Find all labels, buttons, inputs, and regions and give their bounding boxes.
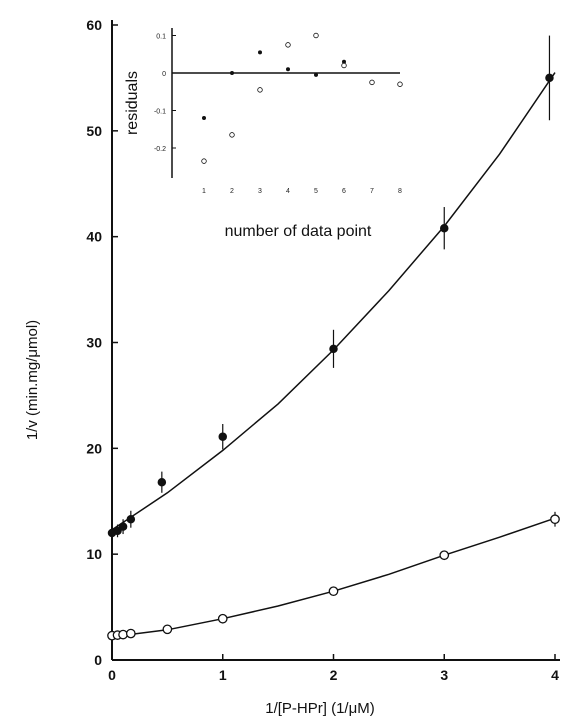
y-tick-label-6: 60 bbox=[86, 17, 102, 33]
data-point-series-1-7 bbox=[329, 344, 338, 354]
inset-x-axis-label: number of data point bbox=[225, 223, 372, 240]
residual-point-series-1-5 bbox=[313, 72, 318, 77]
residual-point-series-2-2 bbox=[229, 132, 235, 138]
inset-x-tick-label-0: 1 bbox=[202, 188, 206, 195]
x-tick-label-1: 1 bbox=[219, 667, 227, 683]
inset-x-tick-label-1: 2 bbox=[230, 188, 234, 195]
residual-point-series-2-6 bbox=[341, 62, 347, 69]
data-point-series-1-2 bbox=[113, 526, 122, 536]
residual-point-series-1-1 bbox=[201, 116, 206, 121]
data-point-series-1-4 bbox=[126, 514, 136, 524]
residual-point-series-2-3 bbox=[257, 87, 263, 93]
x-tick-label-0: 0 bbox=[108, 667, 116, 683]
inset-x-tick-label-2: 3 bbox=[258, 188, 262, 195]
y-tick-label-0: 0 bbox=[94, 652, 102, 668]
residual-point-series-2-4 bbox=[285, 42, 291, 48]
inset-ticks: 0.1 0 -0.1 -0.2 1 2 3 4 5 6 7 8 bbox=[154, 34, 402, 196]
data-point-series-1-5 bbox=[157, 477, 167, 487]
residual-point-series-1-4 bbox=[285, 67, 290, 72]
y-tick-label-5: 50 bbox=[86, 123, 102, 139]
x-tick-label-2: 2 bbox=[330, 667, 338, 683]
data-point-series-2-8 bbox=[439, 550, 450, 561]
data-point-series-1-6 bbox=[218, 432, 227, 441]
x-tick-label-3: 3 bbox=[440, 667, 448, 683]
y-tick-label-4: 40 bbox=[86, 229, 102, 245]
residual-point-series-1-2 bbox=[229, 71, 234, 76]
inset-x-tick-label-4: 5 bbox=[314, 188, 318, 195]
data-point-series-2-7 bbox=[328, 586, 339, 597]
inset-x-tick-label-5: 6 bbox=[342, 188, 346, 195]
residuals-inset: 0.1 0 -0.1 -0.2 1 2 3 4 5 6 7 8 residuals number of… bbox=[124, 28, 403, 240]
y-tick-label-1: 10 bbox=[86, 546, 102, 562]
data-point-series-2-5 bbox=[162, 624, 173, 635]
inset-y-tick-label-3: -0.2 bbox=[154, 146, 166, 153]
main-data-points bbox=[107, 35, 560, 641]
residual-point-series-2-7 bbox=[369, 79, 375, 86]
inset-y-tick-label-1: 0 bbox=[162, 71, 166, 78]
data-point-series-2-3 bbox=[118, 629, 128, 640]
residual-point-series-1-3 bbox=[257, 50, 262, 55]
fit-curve-series-1 bbox=[111, 72, 556, 531]
inset-data-points bbox=[201, 32, 403, 164]
residual-point-series-2-1 bbox=[201, 158, 207, 164]
data-point-series-1-8 bbox=[439, 223, 449, 233]
inset-y-axis-label: residuals bbox=[124, 71, 141, 135]
y-tick-label-3: 30 bbox=[86, 335, 102, 351]
residual-point-series-2-5 bbox=[313, 32, 319, 39]
data-point-series-1-9 bbox=[545, 73, 554, 83]
data-point-series-2-9 bbox=[550, 514, 560, 525]
inset-x-tick-label-7: 8 bbox=[398, 188, 402, 195]
data-point-series-2-6 bbox=[217, 613, 228, 624]
inset-x-tick-label-6: 7 bbox=[370, 188, 374, 195]
inset-x-tick-label-3: 4 bbox=[286, 188, 290, 195]
y-tick-label-2: 20 bbox=[86, 440, 102, 456]
data-point-series-2-4 bbox=[125, 628, 136, 639]
main-x-axis-label: 1/[P-HPr] (1/μM) bbox=[265, 700, 374, 717]
x-tick-label-4: 4 bbox=[551, 667, 559, 683]
inset-y-tick-label-0: 0.1 bbox=[156, 34, 166, 41]
inset-y-tick-label-2: -0.1 bbox=[154, 109, 166, 116]
main-y-axis-label: 1/v (min.mg/μmol) bbox=[24, 320, 41, 440]
residual-point-series-2-8 bbox=[397, 81, 403, 87]
data-point-series-1-3 bbox=[118, 522, 128, 531]
fit-curve-series-2 bbox=[111, 517, 556, 638]
